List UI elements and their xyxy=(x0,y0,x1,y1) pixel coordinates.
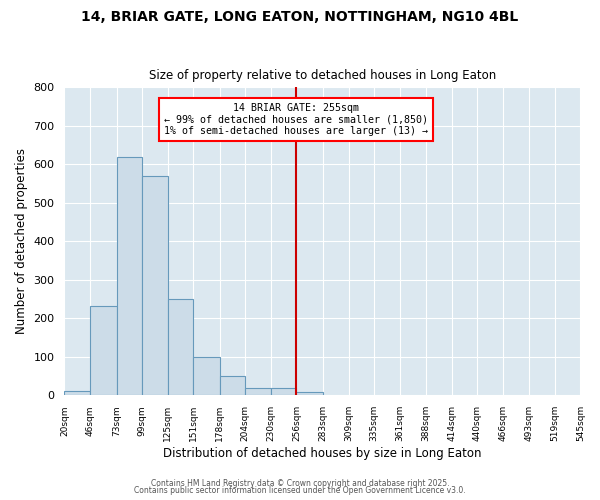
Text: Contains public sector information licensed under the Open Government Licence v3: Contains public sector information licen… xyxy=(134,486,466,495)
Text: 14, BRIAR GATE, LONG EATON, NOTTINGHAM, NG10 4BL: 14, BRIAR GATE, LONG EATON, NOTTINGHAM, … xyxy=(82,10,518,24)
Bar xyxy=(296,392,323,396)
Text: Contains HM Land Registry data © Crown copyright and database right 2025.: Contains HM Land Registry data © Crown c… xyxy=(151,478,449,488)
Bar xyxy=(64,392,90,396)
Bar xyxy=(245,388,271,396)
Bar xyxy=(167,299,193,396)
Bar xyxy=(90,306,116,396)
Bar xyxy=(142,176,167,396)
Bar xyxy=(220,376,245,396)
Bar xyxy=(193,357,220,396)
Title: Size of property relative to detached houses in Long Eaton: Size of property relative to detached ho… xyxy=(149,69,496,82)
Text: 14 BRIAR GATE: 255sqm
← 99% of detached houses are smaller (1,850)
1% of semi-de: 14 BRIAR GATE: 255sqm ← 99% of detached … xyxy=(164,102,428,136)
Bar xyxy=(116,156,142,396)
Bar xyxy=(271,388,296,396)
X-axis label: Distribution of detached houses by size in Long Eaton: Distribution of detached houses by size … xyxy=(163,447,482,460)
Y-axis label: Number of detached properties: Number of detached properties xyxy=(15,148,28,334)
